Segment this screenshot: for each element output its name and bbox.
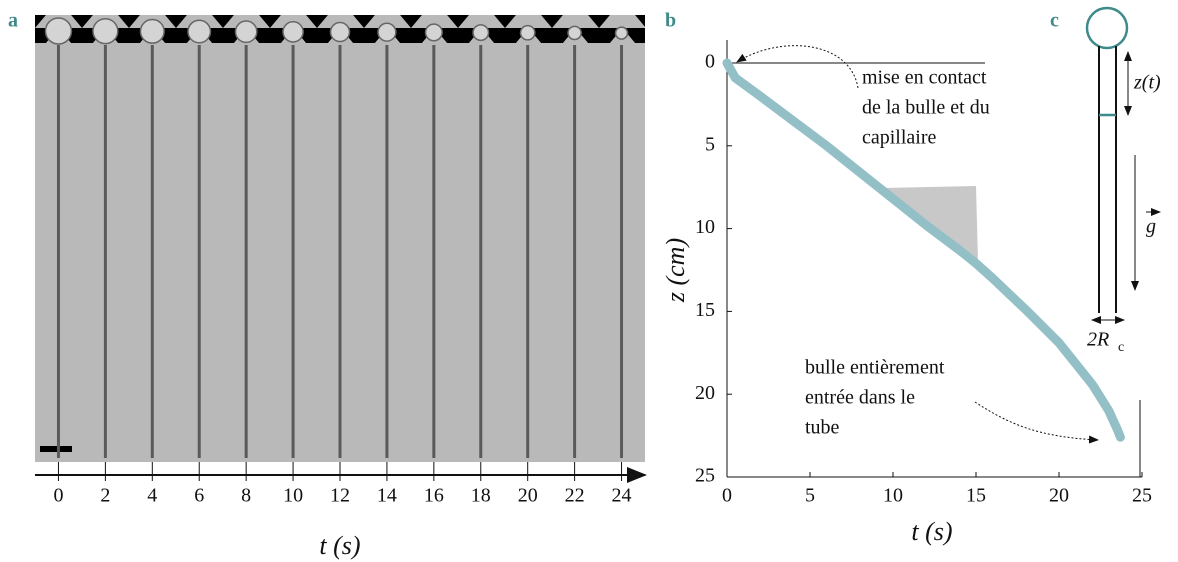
y-axis-label: z (cm) bbox=[661, 238, 690, 303]
x-tick-label: 5 bbox=[805, 485, 815, 507]
x-tick-label: 24 bbox=[612, 485, 632, 507]
y-tick-label: 15 bbox=[695, 299, 715, 321]
x-tick-label: 10 bbox=[283, 485, 303, 507]
panel-label: a bbox=[8, 10, 18, 32]
panel-label: b bbox=[665, 10, 676, 32]
x-tick-label: 6 bbox=[194, 485, 204, 507]
x-tick-label: 10 bbox=[883, 485, 903, 507]
annotation-line: tube bbox=[805, 417, 840, 439]
annotation-line: capillaire bbox=[862, 127, 937, 149]
width-label: 2R bbox=[1087, 329, 1109, 351]
panel-label: c bbox=[1050, 10, 1059, 32]
y-tick-label: 20 bbox=[695, 382, 715, 404]
annotation: bulle entièrement entrée dans le tube bbox=[805, 357, 945, 439]
bubble bbox=[472, 24, 490, 42]
y-tick-label: 25 bbox=[695, 465, 715, 487]
bubble bbox=[139, 18, 165, 44]
x-tick-label: 20 bbox=[1049, 485, 1069, 507]
x-tick-label: 22 bbox=[565, 485, 585, 507]
x-tick-label: 16 bbox=[424, 485, 444, 507]
width-subscript: c bbox=[1118, 340, 1124, 355]
g-label: g bbox=[1146, 216, 1156, 238]
x-tick-label: 0 bbox=[53, 485, 63, 507]
data-line bbox=[722, 58, 1125, 442]
y-tick-label: 5 bbox=[705, 133, 715, 155]
bubble bbox=[44, 17, 73, 45]
annotation-line: mise en contact bbox=[862, 67, 987, 89]
bubble bbox=[234, 20, 258, 44]
x-axis-label: t (s) bbox=[911, 517, 952, 546]
bubble bbox=[1085, 6, 1129, 50]
bubble bbox=[92, 18, 119, 45]
annotation-line: de la bulle et du bbox=[862, 97, 990, 119]
z-label: z(t) bbox=[1133, 72, 1161, 94]
bubble bbox=[519, 24, 536, 41]
x-tick-label: 12 bbox=[330, 485, 350, 507]
x-tick-label: 8 bbox=[241, 485, 251, 507]
bubble bbox=[187, 19, 212, 44]
x-tick-label: 25 bbox=[1132, 485, 1152, 507]
bubble bbox=[329, 21, 351, 43]
annotation-line: entrée dans le bbox=[805, 387, 915, 409]
x-axis-label: t (s) bbox=[319, 531, 360, 560]
annotation: mise en contact de la bulle et du capillai… bbox=[862, 67, 990, 149]
y-tick-label: 10 bbox=[695, 216, 715, 238]
y-tick-label: 0 bbox=[705, 51, 715, 73]
x-tick-label: 18 bbox=[471, 485, 491, 507]
x-tick-label: 15 bbox=[966, 485, 986, 507]
annotation-arrow bbox=[736, 45, 859, 89]
x-tick-label: 4 bbox=[147, 485, 157, 507]
bubble bbox=[614, 26, 629, 40]
scale-bar bbox=[40, 446, 72, 452]
annotation-line: bulle entièrement bbox=[805, 357, 945, 379]
x-tick-label: 20 bbox=[518, 485, 538, 507]
bubble bbox=[424, 23, 443, 42]
x-tick-label: 0 bbox=[722, 485, 732, 507]
x-tick-label: 14 bbox=[377, 485, 397, 507]
bubble bbox=[567, 25, 582, 41]
x-tick-label: 2 bbox=[100, 485, 110, 507]
bubble bbox=[377, 22, 397, 42]
bubble bbox=[282, 21, 304, 43]
annotation-arrow bbox=[974, 401, 1099, 444]
